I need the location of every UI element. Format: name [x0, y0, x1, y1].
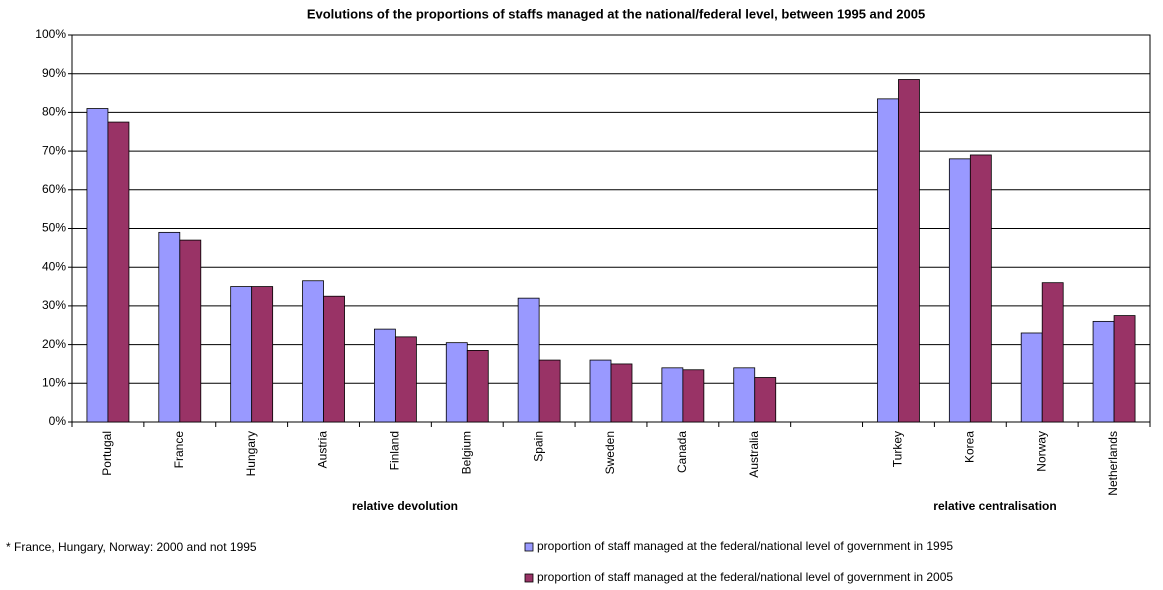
x-tick-label: Finland: [388, 431, 402, 470]
y-tick-label: 50%: [42, 221, 66, 235]
x-tick-label: Portugal: [100, 431, 114, 476]
y-tick-label: 10%: [42, 375, 66, 389]
y-tick-label: 0%: [49, 414, 67, 428]
group-label: relative centralisation: [933, 499, 1056, 513]
bar: [230, 286, 253, 423]
chart-title: Evolutions of the proportions of staffs …: [307, 6, 925, 21]
bar: [610, 363, 633, 423]
bar: [969, 154, 992, 423]
y-tick-label: 70%: [42, 143, 66, 157]
bar: [466, 350, 489, 423]
y-tick-label: 40%: [42, 259, 66, 273]
x-tick-label: Spain: [531, 431, 545, 462]
legend-swatch: [524, 573, 534, 583]
x-tick-label: Austria: [316, 431, 330, 469]
bar: [754, 377, 777, 423]
bar: [251, 286, 274, 423]
x-tick-label: Norway: [1034, 431, 1048, 472]
bar: [1092, 320, 1115, 423]
legend-label: proportion of staff managed at the feder…: [537, 570, 953, 584]
x-tick-label: Sweden: [603, 431, 617, 474]
bar: [538, 359, 561, 423]
bar: [323, 295, 345, 423]
y-tick-label: 90%: [42, 66, 66, 80]
bar: [1113, 315, 1136, 423]
footnote: * France, Hungary, Norway: 2000 and not …: [6, 540, 257, 554]
group-label: relative devolution: [352, 499, 458, 513]
bar: [589, 359, 612, 423]
x-tick-label: Turkey: [891, 431, 905, 467]
x-tick-label: Netherlands: [1106, 431, 1120, 496]
y-tick-label: 60%: [42, 182, 66, 196]
bar: [517, 297, 540, 423]
x-tick-label: France: [172, 431, 186, 469]
bar: [373, 328, 396, 423]
bar: [1020, 332, 1043, 423]
bar: [682, 369, 705, 423]
y-tick-label: 100%: [35, 27, 66, 41]
x-tick-label: Korea: [963, 431, 977, 463]
x-tick-label: Canada: [675, 431, 689, 473]
bar: [394, 336, 417, 423]
bar: [733, 367, 756, 423]
bar: [948, 158, 971, 423]
y-tick-label: 80%: [42, 105, 66, 119]
x-tick-label: Australia: [747, 431, 761, 478]
bar: [1041, 282, 1064, 423]
bar: [661, 367, 684, 423]
x-tick-label: Belgium: [459, 431, 473, 474]
legend-label: proportion of staff managed at the feder…: [537, 539, 953, 553]
bar: [445, 342, 468, 423]
y-tick-label: 20%: [42, 337, 66, 351]
bar: [898, 79, 920, 423]
bar: [107, 121, 130, 423]
x-tick-label: Hungary: [244, 431, 258, 476]
y-tick-label: 30%: [42, 298, 66, 312]
bar: [86, 108, 109, 423]
bar: [179, 239, 202, 423]
bar: [877, 98, 899, 423]
bar: [302, 280, 324, 423]
bar: [158, 231, 181, 423]
legend-swatch: [524, 542, 534, 552]
